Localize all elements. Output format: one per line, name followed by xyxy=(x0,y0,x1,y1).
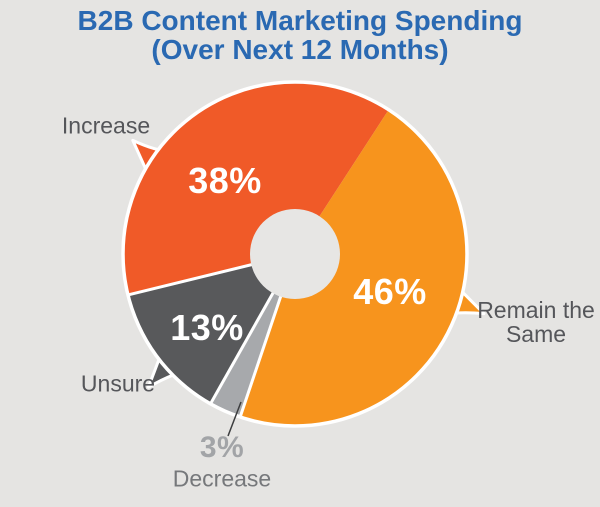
value-remain: 46% xyxy=(353,271,427,312)
chart-title-line2: (Over Next 12 Months) xyxy=(151,34,449,65)
pie-slice-increase xyxy=(123,81,389,295)
chart-title-line1: B2B Content Marketing Spending xyxy=(77,5,523,36)
label-increase: Increase xyxy=(61,112,151,139)
donut-hole xyxy=(250,209,340,299)
value-unsure: 13% xyxy=(170,307,244,348)
pie-rim xyxy=(121,80,469,428)
pie-slice-remain xyxy=(240,109,468,427)
label-unsure: Unsure xyxy=(80,370,156,397)
pie-slice-decrease xyxy=(210,254,295,418)
decrease-callout-line xyxy=(227,401,242,437)
label-remain-the-same: Remain the Same xyxy=(477,297,595,347)
pie-slice-unsure xyxy=(128,254,295,404)
chart-title: B2B Content Marketing Spending (Over Nex… xyxy=(0,6,600,64)
value-decrease: 3% xyxy=(199,431,245,464)
label-decrease: Decrease xyxy=(172,465,272,492)
value-increase: 38% xyxy=(188,160,262,201)
